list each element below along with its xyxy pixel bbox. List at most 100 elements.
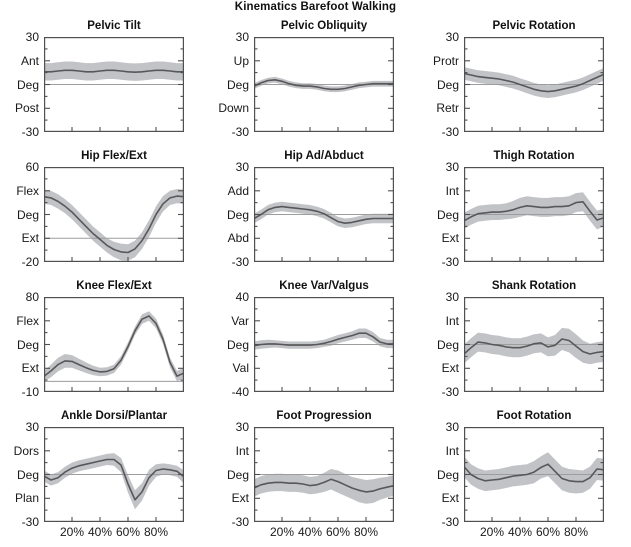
axis-ticks <box>44 438 184 522</box>
plot-hip-ad-abduct <box>254 167 394 262</box>
y-tick-label: Ext <box>21 361 39 376</box>
y-tick-label: Ext <box>441 491 459 506</box>
x-tick-label: 80% <box>353 525 379 539</box>
mean-line <box>44 315 184 377</box>
y-tick-label: 30 <box>235 420 249 434</box>
y-tick-label: Protr <box>432 53 459 68</box>
y-tick-label: 30 <box>235 30 249 44</box>
x-tick-label: 20% <box>479 525 505 539</box>
axis-ticks <box>44 48 184 132</box>
mean-line <box>44 195 184 254</box>
y-tick-label: -30 <box>441 255 459 269</box>
subplot-title: Foot Progression <box>276 410 372 422</box>
y-tick-label: Add <box>227 183 249 198</box>
y-tick-label: Retr <box>436 101 459 116</box>
axis-frame <box>44 427 184 522</box>
mean-line <box>44 458 184 501</box>
axis-ticks <box>254 308 394 392</box>
y-tick-label: 80 <box>25 290 39 304</box>
y-tick-label: 30 <box>445 30 459 44</box>
subplot-foot-progression: Foot Progression 30 Int Deg Ext -30 20% 40% 60% 8… <box>210 408 420 538</box>
y-tick-label: 60 <box>25 160 39 174</box>
subplot-title: Pelvic Obliquity <box>280 20 368 32</box>
y-tick-label: Dors <box>13 443 39 458</box>
x-tick-label: 20% <box>59 525 85 539</box>
std-band <box>44 189 184 261</box>
axis-frame <box>44 167 184 262</box>
axis-frame <box>464 37 604 132</box>
y-tick-label: Int <box>235 443 249 458</box>
subplot-title: Thigh Rotation <box>493 150 575 162</box>
subplot-title: Knee Var/Valgus <box>279 280 369 292</box>
y-tick-label: 30 <box>445 290 459 304</box>
y-tick-label: Ext <box>441 361 459 376</box>
std-band <box>44 453 184 510</box>
mean-line <box>254 78 394 91</box>
x-tick-label: 40% <box>87 525 113 539</box>
plot-foot-progression <box>254 427 394 522</box>
y-tick-label: Deg <box>226 467 249 482</box>
std-band <box>464 192 604 230</box>
y-tick-label: Deg <box>436 467 459 482</box>
y-tick-label: -10 <box>21 385 39 399</box>
mean-line <box>254 205 394 225</box>
y-tick-label: Int <box>445 313 459 328</box>
subplot-title: Pelvic Tilt <box>87 20 141 32</box>
axis-frame <box>44 297 184 392</box>
y-tick-label: Int <box>445 443 459 458</box>
axis-frame <box>254 167 394 262</box>
plot-knee-var-valgus <box>254 297 394 392</box>
subplot-pelvic-rotation: Pelvic Rotation 30 Protr Deg Retr -30 <box>420 18 630 148</box>
std-band <box>254 469 394 504</box>
y-tick-label: Post <box>14 101 39 116</box>
y-tick-label: -30 <box>231 515 249 529</box>
mean-line <box>464 72 604 93</box>
y-tick-label: -30 <box>441 125 459 139</box>
y-tick-label: Flex <box>16 183 39 198</box>
y-tick-label: 30 <box>235 160 249 174</box>
subplot-title: Pelvic Rotation <box>492 20 576 32</box>
subplot-hip-flex-ext: Hip Flex/Ext 60 Flex Deg Ext -20 <box>0 148 210 278</box>
y-tick-label: Var <box>231 313 249 328</box>
subplot-pelvic-obliquity: Pelvic Obliquity 30 Up Deg Down -30 <box>210 18 420 148</box>
std-band <box>464 327 604 365</box>
y-tick-label: Plan <box>14 491 39 506</box>
axis-ticks <box>44 308 184 392</box>
std-band <box>254 328 394 350</box>
y-tick-label: 40 <box>235 290 249 304</box>
subplot-knee-flex-ext: Knee Flex/Ext 80 Flex Deg Ext -10 <box>0 278 210 408</box>
y-tick-label: -30 <box>441 385 459 399</box>
y-tick-label: Flex <box>16 313 39 328</box>
y-tick-label: Deg <box>16 207 39 222</box>
std-band <box>44 61 184 81</box>
plot-pelvic-obliquity <box>254 37 394 132</box>
y-tick-label: Deg <box>226 207 249 222</box>
mean-line <box>254 332 394 347</box>
subplot-title: Knee Flex/Ext <box>76 280 152 292</box>
subplot-title: Shank Rotation <box>491 280 577 292</box>
y-tick-label: Deg <box>16 77 39 92</box>
y-tick-label: Val <box>232 361 249 376</box>
figure-title: Kinematics Barefoot Walking <box>234 1 397 13</box>
y-tick-label: Abd <box>227 231 249 246</box>
subplot-foot-rotation: Foot Rotation 30 Int Deg Ext -30 20% 40% 60% 80% <box>420 408 630 538</box>
y-tick-label: Deg <box>16 337 39 352</box>
x-tick-label: 80% <box>143 525 169 539</box>
x-tick-label: 60% <box>115 525 141 539</box>
axis-frame <box>254 37 394 132</box>
plot-ankle-dorsi-plantar <box>44 427 184 522</box>
y-tick-label: -30 <box>21 515 39 529</box>
plot-pelvic-rotation <box>464 37 604 132</box>
y-tick-label: Ext <box>441 231 459 246</box>
axis-frame <box>254 297 394 392</box>
y-tick-label: -30 <box>441 515 459 529</box>
y-tick-label: 30 <box>445 420 459 434</box>
y-tick-label: Ext <box>231 491 249 506</box>
subplot-shank-rotation: Shank Rotation 30 Int Deg Ext -30 <box>420 278 630 408</box>
subplot-pelvic-tilt: Pelvic Tilt 30 Ant Deg Post -30 <box>0 18 210 148</box>
plot-hip-flex-ext <box>44 167 184 262</box>
mean-line <box>254 478 394 493</box>
plot-knee-flex-ext <box>44 297 184 392</box>
axis-frame <box>464 427 604 522</box>
